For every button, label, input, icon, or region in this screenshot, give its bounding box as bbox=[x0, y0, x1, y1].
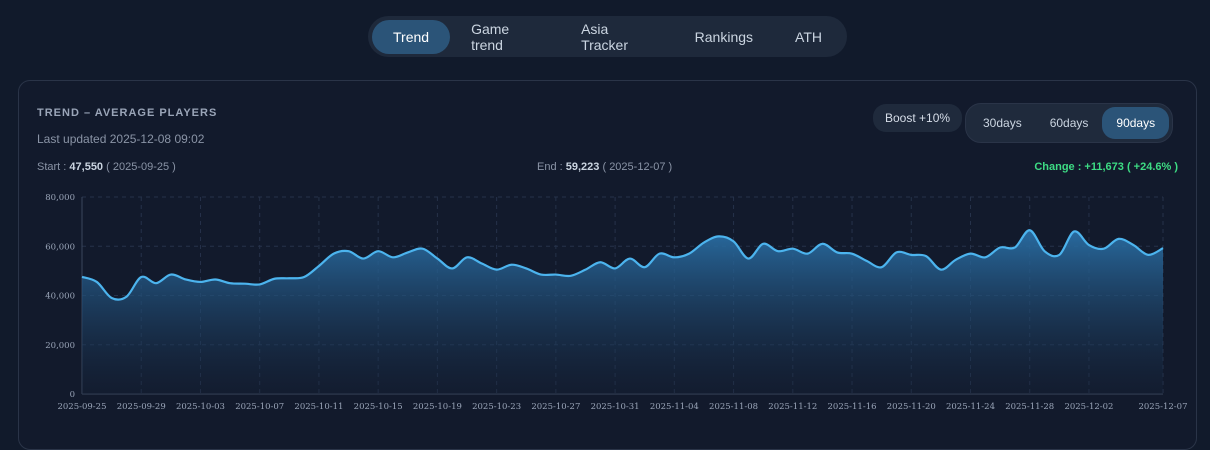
x-tick-label: 2025-11-04 bbox=[650, 402, 699, 412]
x-tick-label: 2025-09-25 bbox=[57, 402, 106, 412]
y-tick-label: 80,000 bbox=[45, 193, 75, 203]
x-tick-label: 2025-09-29 bbox=[117, 402, 166, 412]
x-tick-label: 2025-10-27 bbox=[531, 402, 580, 412]
date: ( 2025-09-25 ) bbox=[106, 161, 176, 173]
x-tick-label: 2025-11-12 bbox=[768, 402, 817, 412]
tab[interactable]: ATH bbox=[795, 28, 822, 45]
heading: TREND – AVERAGE PLAYERS bbox=[37, 107, 218, 119]
x-tick-label: 2025-11-28 bbox=[1005, 402, 1054, 412]
y-tick-label: 60,000 bbox=[45, 242, 75, 252]
x-tick-label: 2025-10-23 bbox=[472, 402, 521, 412]
y-tick-label: 40,000 bbox=[45, 292, 75, 302]
range-picker: 30days 60days 90days bbox=[965, 103, 1174, 143]
range-button[interactable]: 90days bbox=[1102, 107, 1170, 139]
start-stat: Start : 47,550 ( 2025-09-25 ) bbox=[37, 161, 176, 173]
tab[interactable]: Game trend bbox=[471, 20, 510, 53]
y-tick-label: 0 bbox=[70, 390, 75, 400]
x-tick-label: 2025-11-08 bbox=[709, 402, 758, 412]
label: Start : bbox=[37, 161, 67, 173]
x-tick-label: 2025-10-31 bbox=[591, 402, 640, 412]
value: 47,550 bbox=[69, 161, 104, 173]
chart: 0 20,000 40,000 60,000 80,000 2025-09-25 2025-… bbox=[45, 193, 1187, 412]
area bbox=[82, 230, 1163, 394]
date: ( 2025-12-07 ) bbox=[602, 161, 673, 173]
tab-bar: Trend Game trend Asia Tracker Rankings A… bbox=[368, 16, 847, 57]
x-tick-label: 2025-12-02 bbox=[1064, 402, 1113, 412]
range-button[interactable]: 30days bbox=[983, 116, 1022, 130]
tab[interactable]: Asia Tracker bbox=[581, 20, 629, 53]
y-tick-label: 20,000 bbox=[45, 341, 75, 351]
tab[interactable]: Rankings bbox=[694, 28, 754, 45]
range-button[interactable]: 60days bbox=[1049, 116, 1089, 130]
x-tick-label: 2025-10-15 bbox=[354, 402, 403, 412]
x-tick-label: 2025-10-07 bbox=[235, 402, 284, 412]
x-tick-label: 2025-11-16 bbox=[828, 402, 877, 412]
x-tick-label: 2025-11-24 bbox=[946, 402, 995, 412]
tab[interactable]: Trend bbox=[372, 19, 451, 54]
end-stat: End : 59,223 ( 2025-12-07 ) bbox=[537, 161, 672, 173]
updated: Last updated 2025-12-08 09:02 bbox=[37, 132, 205, 146]
label: End : bbox=[537, 161, 563, 173]
x-tick-label: 2025-11-20 bbox=[887, 402, 936, 412]
x-tick-label: 2025-10-11 bbox=[294, 402, 343, 412]
change-stat: Change : +11,673 ( +24.6% ) bbox=[1034, 161, 1178, 173]
x-tick-label: 2025-10-19 bbox=[413, 402, 462, 412]
page: Trend Game trend Asia Tracker Rankings A… bbox=[18, 16, 1197, 450]
boost-button[interactable]: Boost +10% bbox=[873, 104, 963, 132]
x-tick-label: 2025-12-07 bbox=[1138, 402, 1187, 412]
line bbox=[81, 229, 1164, 301]
value: 59,223 bbox=[565, 161, 600, 173]
x-tick-label: 2025-10-03 bbox=[176, 402, 225, 412]
